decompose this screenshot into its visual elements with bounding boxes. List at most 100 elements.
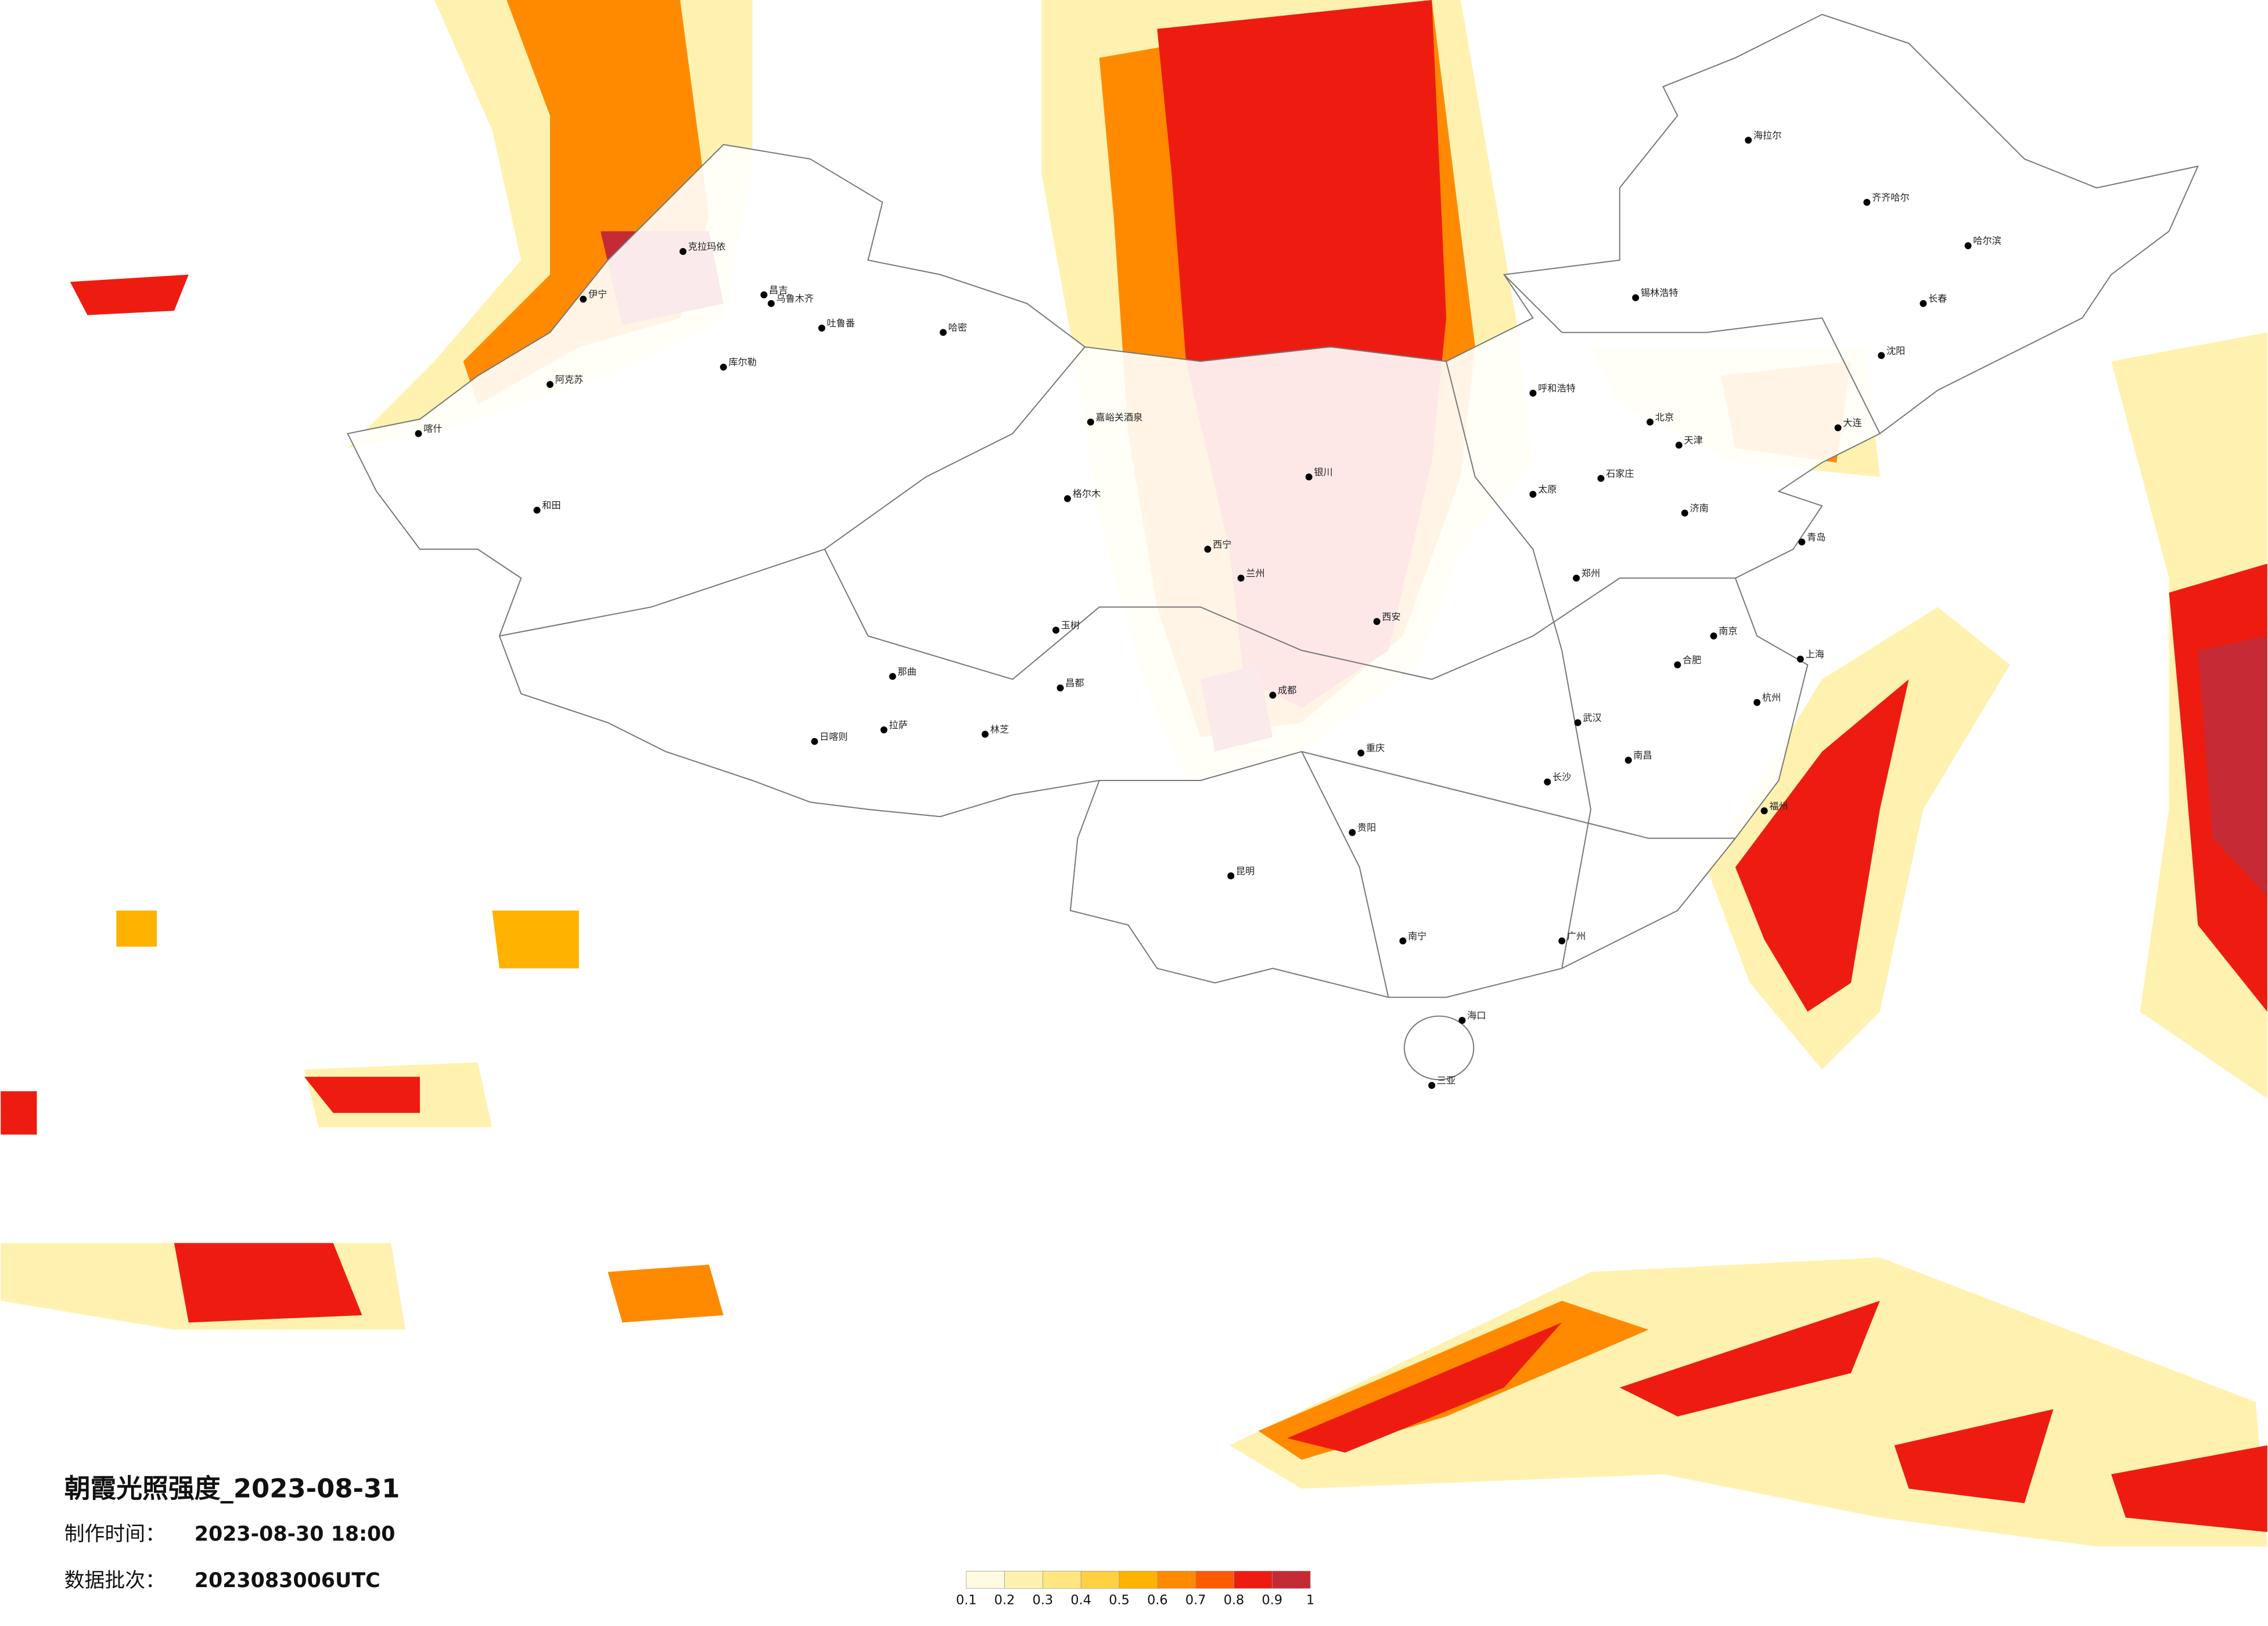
city-label: 哈密 (948, 322, 967, 333)
city-dot (1428, 1082, 1436, 1089)
colorbar-tick-label: 0.8 (1224, 1593, 1245, 1608)
city-label: 贵阳 (1357, 822, 1376, 833)
city-dot (1052, 627, 1060, 634)
city-label: 石家庄 (1606, 468, 1634, 479)
city-dot (1597, 474, 1605, 482)
batch-label: 数据批次： (64, 1569, 166, 1592)
city-label: 阿克苏 (555, 374, 583, 385)
city-label: 南昌 (1633, 750, 1652, 761)
city-label: 三亚 (1437, 1075, 1455, 1086)
info-block: 朝霞光照强度_2023-08-31 制作时间： 2023-08-30 18:00… (64, 1473, 400, 1592)
city-label: 呼和浩特 (1538, 383, 1576, 394)
city-label: 林芝 (990, 724, 1009, 735)
city-dot (533, 506, 541, 514)
city-dot (1632, 294, 1640, 301)
city-label: 西宁 (1213, 539, 1231, 550)
city-dot (1796, 655, 1804, 663)
colorbar-box (1119, 1571, 1158, 1589)
city-label: 拉萨 (889, 720, 908, 731)
city-dot (889, 672, 896, 680)
city-dot (1269, 692, 1277, 699)
city-dot (1529, 491, 1537, 498)
city-label: 广州 (1567, 930, 1586, 941)
city-dot (1399, 937, 1407, 945)
city-label: 库尔勒 (728, 357, 756, 368)
city-label: 海口 (1467, 1010, 1486, 1021)
colorbar-box (1004, 1571, 1043, 1589)
city-dot (1573, 574, 1580, 582)
city-dot (939, 329, 947, 336)
colorbar-box (1271, 1571, 1311, 1589)
city-label: 成都 (1278, 685, 1296, 696)
boundaries (347, 13, 2199, 1081)
city-label: 昌吉 (769, 285, 788, 296)
city-dot (580, 296, 587, 303)
city-dot (1227, 872, 1235, 880)
city-label: 合肥 (1683, 654, 1701, 665)
city-label: 福州 (1769, 800, 1788, 811)
city-label: 乌鲁木齐 (777, 293, 814, 304)
city-dot (1674, 661, 1681, 668)
city-dot (720, 364, 727, 371)
colorbar-tick-label: 0.5 (1109, 1593, 1130, 1608)
city-dot (880, 726, 887, 733)
city-dot (760, 291, 768, 298)
city-label: 武汉 (1583, 712, 1601, 723)
city-dot (1056, 684, 1064, 692)
city-label: 银川 (1314, 466, 1332, 477)
city-dot (1760, 807, 1768, 815)
city-dot (767, 300, 775, 307)
city-label: 那曲 (898, 666, 916, 677)
city-label: 长沙 (1552, 772, 1571, 783)
made-label: 制作时间： (64, 1523, 166, 1546)
city-dot (679, 248, 686, 256)
city-dot (1349, 829, 1356, 836)
city-label: 海拉尔 (1753, 129, 1781, 141)
city-label: 昌都 (1065, 678, 1084, 689)
city-dot (1458, 1017, 1466, 1024)
city-label: 重庆 (1366, 743, 1385, 754)
city-label: 锡林浩特 (1641, 287, 1678, 298)
city-dot (1920, 300, 1927, 307)
city-dot (1834, 424, 1842, 431)
city-dot (1863, 199, 1871, 206)
city-label: 伊宁 (588, 289, 607, 300)
city-label: 北京 (1655, 412, 1674, 423)
colorbar-tick-label: 0.7 (1185, 1593, 1206, 1608)
city-dot (547, 381, 553, 388)
city-label: 西安 (1382, 611, 1400, 622)
colorbar-box (966, 1571, 1005, 1589)
city-dot (1357, 749, 1365, 757)
city-label: 齐齐哈尔 (1872, 192, 1910, 203)
city-label: 长春 (1928, 293, 1947, 304)
city-dot (1087, 418, 1094, 426)
colorbar-tick-label: 0.1 (956, 1593, 977, 1608)
city-dot (1753, 699, 1761, 706)
city-label: 吐鲁番 (827, 318, 855, 329)
city-label: 南宁 (1408, 930, 1426, 941)
city-label: 克拉玛依 (688, 241, 726, 252)
city-label: 大连 (1843, 418, 1861, 429)
city-label: 兰州 (1246, 568, 1264, 579)
colorbar-box (1195, 1571, 1234, 1589)
batch: 2023083006UTC (195, 1569, 380, 1592)
city-label: 沈阳 (1886, 345, 1905, 356)
city-dot (1681, 509, 1688, 517)
colorbar-tick-label: 0.6 (1147, 1593, 1168, 1608)
city-label: 嘉峪关酒泉 (1096, 412, 1143, 423)
colorbar-tick-label: 1 (1306, 1593, 1314, 1608)
city-dot (1574, 719, 1582, 726)
city-label: 日喀则 (820, 731, 847, 742)
city-label: 南京 (1719, 625, 1737, 636)
city-dot (1373, 618, 1381, 625)
colorbar-box (1157, 1571, 1196, 1589)
city-dot (1675, 441, 1683, 449)
city-dot (1529, 390, 1537, 397)
map-title: 朝霞光照强度_2023-08-31 (64, 1473, 400, 1503)
colorbar-box (1234, 1571, 1273, 1589)
city-dot (415, 430, 422, 437)
city-dot (811, 738, 818, 745)
